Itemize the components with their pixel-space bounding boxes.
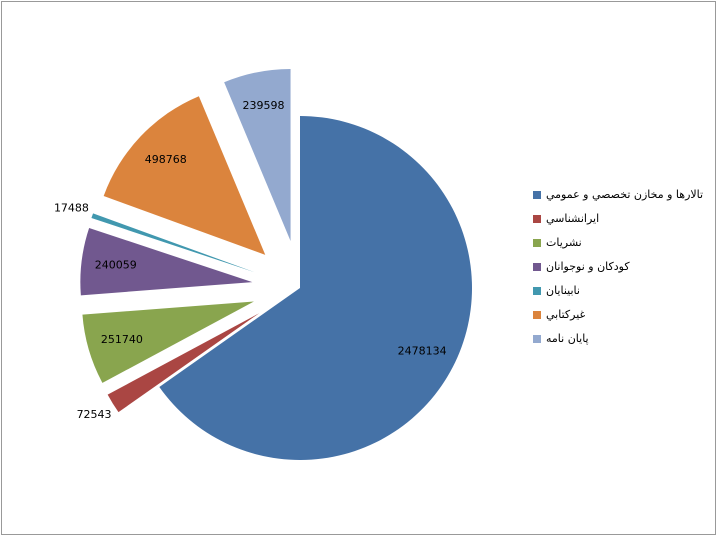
data-label: 2478134: [398, 344, 447, 357]
legend-marker: [533, 191, 541, 199]
legend-marker: [533, 335, 541, 343]
data-label: 72543: [77, 408, 112, 421]
legend-marker: [533, 263, 541, 271]
pie-slice: [224, 68, 291, 241]
pie-slice: [80, 227, 253, 296]
legend-label: غيركتابي: [546, 308, 586, 321]
legend-label: تالارها و مخازن تخصصي و عمومي: [546, 188, 703, 201]
data-label: 498768: [145, 153, 187, 166]
legend-label: نشريات: [546, 236, 582, 249]
pie-slice: [159, 116, 472, 460]
legend-marker: [533, 311, 541, 319]
data-label: 240059: [95, 258, 137, 271]
legend-label: نابينايان: [546, 284, 580, 297]
legend-label: كودكان و نوجوانان: [546, 260, 630, 273]
legend-marker: [533, 215, 541, 223]
pie-slice: [107, 313, 260, 413]
legend-marker: [533, 287, 541, 295]
pie-slice: [103, 96, 266, 255]
legend-marker: [533, 239, 541, 247]
data-label: 251740: [101, 333, 143, 346]
pie-slice: [82, 301, 254, 383]
data-label: 17488: [54, 201, 89, 214]
data-label: 239598: [242, 99, 284, 112]
legend-label: پايان نامه: [546, 332, 589, 345]
legend-label: ايرانشناسي: [546, 212, 599, 225]
pie-slice: [91, 213, 255, 273]
